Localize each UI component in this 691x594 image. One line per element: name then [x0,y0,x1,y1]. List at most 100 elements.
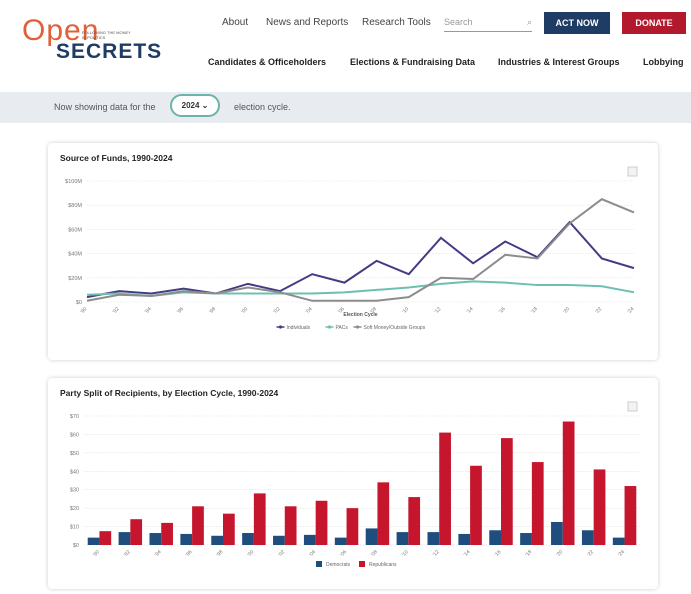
legend-label[interactable]: Republicans [369,562,397,568]
logo[interactable]: SECRETS [56,40,163,63]
line-series [86,198,635,302]
bar [531,462,544,545]
y-tick-label: $20 [70,506,79,512]
x-tick-label: '00 [240,306,249,315]
cycle-select[interactable]: 2024 ⌄ [170,94,220,117]
legend-label[interactable]: Soft Money/Outside Groups [364,325,426,331]
x-tick-label: '98 [216,549,225,558]
bar [99,531,112,545]
x-tick-label: '04 [305,306,314,315]
y-tick-label: $60M [68,227,82,233]
chart: Party Split of Recipients, by Election C… [60,388,640,568]
x-tick-label: '16 [498,306,507,315]
y-tick-label: $20M [68,276,82,282]
x-tick-label: '02 [277,549,286,558]
bar [303,534,316,545]
menu-button[interactable] [627,166,638,177]
x-tick-label: '24 [617,549,626,558]
act-now-button[interactable]: ACT NOW [544,12,610,34]
legend-swatch [359,561,365,567]
y-tick-label: $60 [70,432,79,438]
x-tick-label: '20 [562,306,571,315]
legend-label[interactable]: PACs [336,325,349,331]
nav-link[interactable]: About [222,17,249,28]
x-tick-label: '24 [627,306,636,315]
bar [427,532,440,545]
donate-button[interactable]: DONATE [622,12,686,34]
bar [87,537,100,545]
x-tick-label: '10 [401,549,410,558]
cycle-suffix: election cycle. [234,102,291,112]
x-tick-label: '14 [463,549,472,558]
nav-link[interactable]: Research Tools [362,17,431,28]
x-tick-label: '18 [524,549,533,558]
x-tick-label: '94 [154,549,163,558]
legend-swatch [327,325,332,329]
chart-title: Party Split of Recipients, by Election C… [60,388,279,398]
x-tick-label: '06 [339,549,348,558]
y-tick-label: $10 [70,525,79,531]
chart-card: Party Split of Recipients, by Election C… [48,378,658,589]
search-placeholder: Search [444,17,473,27]
main-nav-link[interactable]: Elections & Fundraising Data [350,57,476,67]
bar [520,533,532,545]
x-tick-label: '92 [123,549,132,558]
x-tick-label: '00 [246,549,255,558]
chart: Source of Funds, 1990-2024 $0 $20M $40M $60M… [60,153,638,331]
y-tick-label: $80M [68,203,82,209]
x-tick-label: '22 [586,549,595,558]
bar [273,535,285,545]
x-tick-label: '10 [401,306,410,315]
bar [118,532,131,545]
main-nav-link[interactable]: Candidates & Officeholders [208,57,327,67]
menu-button[interactable] [627,401,638,412]
bar [334,537,347,545]
bar [365,528,378,545]
x-tick-label: '14 [466,306,475,315]
bar [470,465,482,545]
legend-swatch [316,561,322,567]
logo[interactable]: Open [22,14,100,47]
bar [624,486,637,545]
cycle-value: 2024 [181,101,200,110]
x-tick-label: '16 [494,549,503,558]
nav-link[interactable]: News and Reports [266,17,349,28]
bar [315,500,328,545]
x-tick-label: '96 [185,549,194,558]
main-nav-link[interactable]: Lobbying [643,57,684,67]
bar [562,421,575,545]
x-tick-label: '20 [555,549,564,558]
x-axis-label: Election Cycle [343,312,377,318]
legend-label[interactable]: Individuals [287,325,311,331]
bar [130,519,143,545]
x-tick-label: '18 [530,306,539,315]
search-box[interactable]: Search ⌕ [444,17,532,32]
bar [581,530,594,545]
main-nav-link[interactable]: Industries & Interest Groups [498,57,620,67]
x-tick-label: '96 [176,306,185,315]
legend-label[interactable]: Democrats [326,562,351,568]
x-tick-label: '08 [369,306,378,315]
bar [551,521,563,545]
logo-tagline: FOLLOWING THE MONEY IN POLITICS [82,30,131,40]
x-tick-label: '04 [308,549,317,558]
bar [439,432,451,545]
x-tick-label: '92 [112,306,121,315]
x-tick-label: '06 [337,306,346,315]
x-tick-label: '94 [144,306,153,315]
bar [396,532,409,545]
legend-swatch [355,325,360,329]
y-tick-label: $0 [76,300,82,306]
y-tick-label: $0 [73,543,79,549]
bar [408,497,421,545]
cycle-prefix: Now showing data for the [54,102,156,112]
chart-card: Source of Funds, 1990-2024 $0 $20M $40M $60M… [48,143,658,360]
bar [149,533,162,545]
bar [242,533,254,545]
cycle-bar: Now showing data for the election cycle. [0,92,691,123]
bar [284,506,297,545]
search-icon[interactable]: ⌕ [526,17,532,27]
bar [593,469,606,545]
bar [612,537,625,545]
bar [161,522,173,545]
